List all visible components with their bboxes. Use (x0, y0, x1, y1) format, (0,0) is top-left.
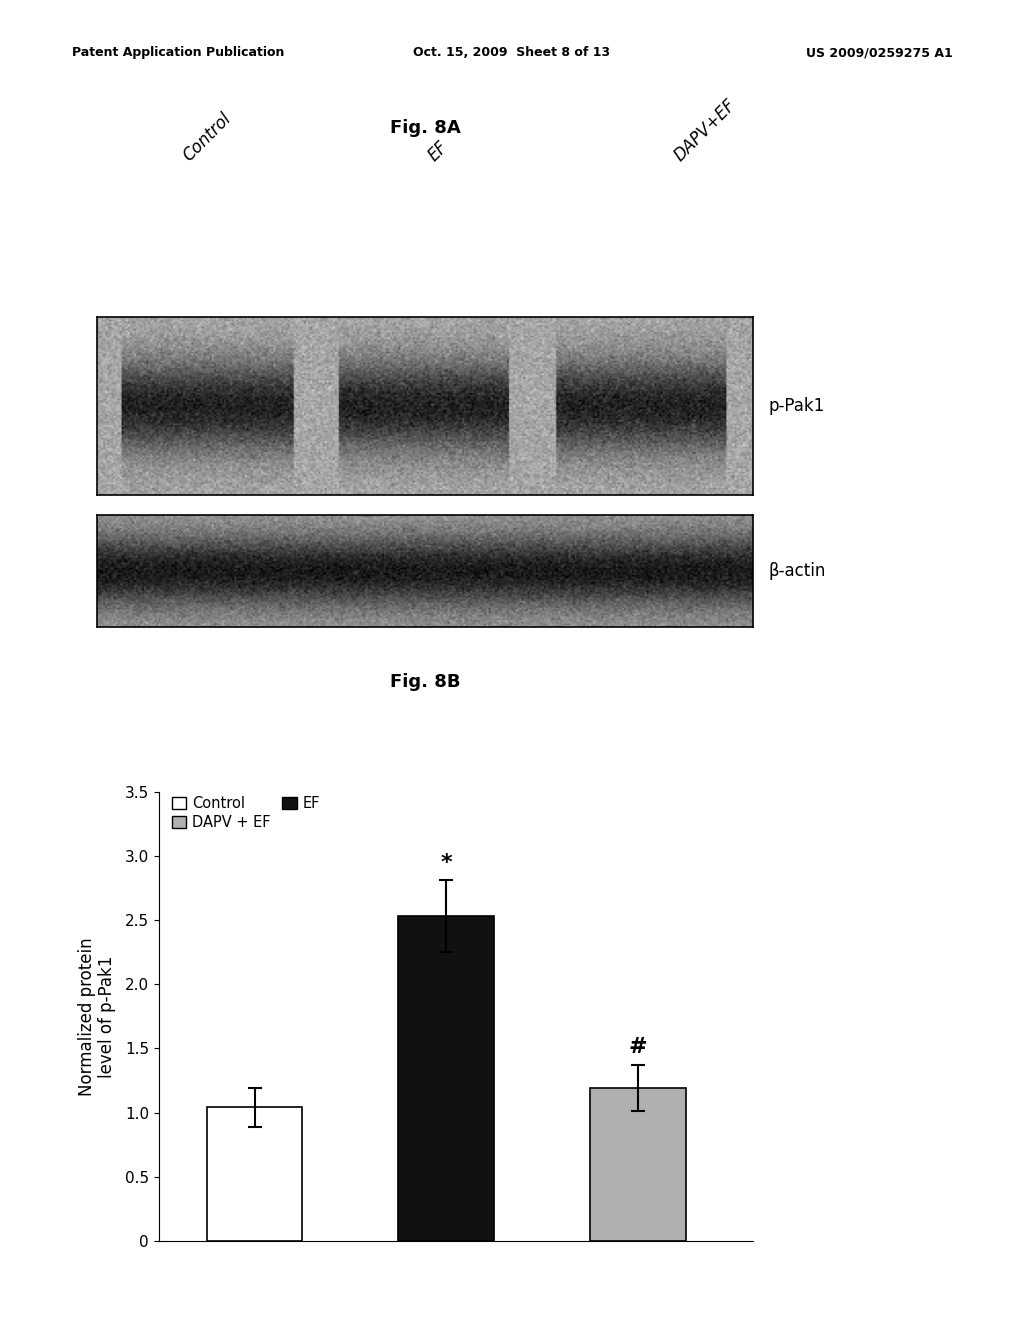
Text: Oct. 15, 2009  Sheet 8 of 13: Oct. 15, 2009 Sheet 8 of 13 (414, 46, 610, 59)
Text: p-Pak1: p-Pak1 (768, 397, 824, 414)
Y-axis label: Normalized protein
level of p-Pak1: Normalized protein level of p-Pak1 (78, 937, 117, 1096)
Text: US 2009/0259275 A1: US 2009/0259275 A1 (806, 46, 952, 59)
Text: Fig. 8A: Fig. 8A (389, 119, 461, 137)
Bar (590, 1088, 686, 1241)
Text: β-actin: β-actin (768, 562, 825, 579)
Bar (398, 916, 494, 1241)
Text: DAPV+EF: DAPV+EF (671, 96, 739, 165)
Bar (207, 1107, 302, 1241)
Text: *: * (440, 853, 452, 873)
Text: Fig. 8B: Fig. 8B (390, 673, 460, 692)
Text: Control: Control (179, 110, 234, 165)
Text: EF: EF (425, 139, 452, 165)
Legend: Control, DAPV + EF, EF: Control, DAPV + EF, EF (166, 791, 326, 836)
Text: Patent Application Publication: Patent Application Publication (72, 46, 284, 59)
Text: #: # (629, 1038, 647, 1057)
